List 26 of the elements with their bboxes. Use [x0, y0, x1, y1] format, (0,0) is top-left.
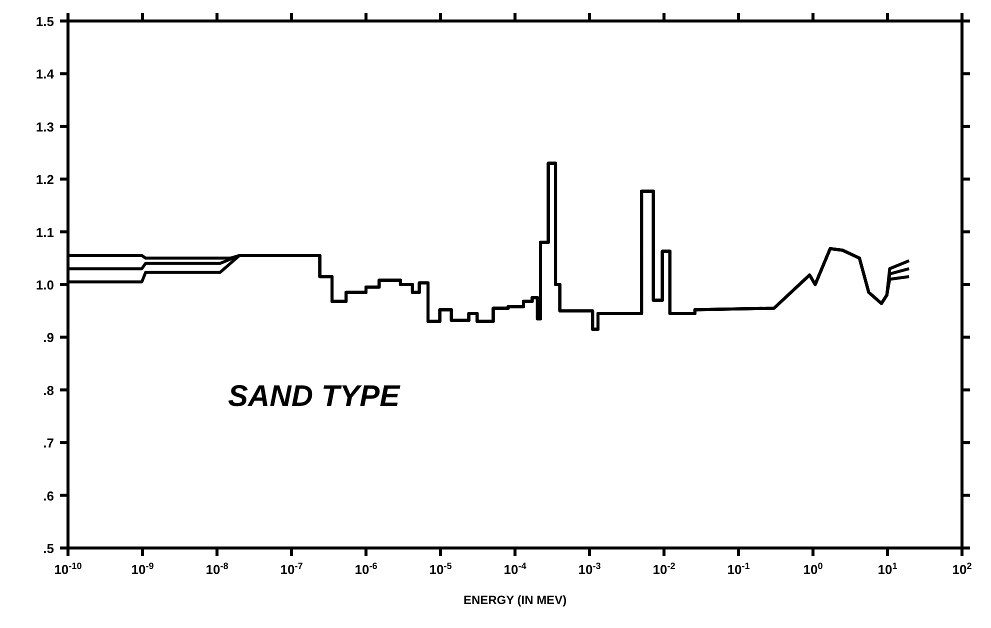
x-tick-label: 10$^{-9}$ — [131, 561, 154, 577]
x-tick-label: 10$^{-7}$ — [280, 561, 303, 577]
y-tick-label: 1.1 — [36, 224, 54, 240]
y-tick-label: .6 — [43, 488, 54, 504]
y-tick-label: 1.3 — [36, 119, 54, 134]
y-tick-label: .9 — [43, 330, 54, 346]
y-tick-label: .8 — [43, 382, 54, 398]
y-tick-label: 1.4 — [36, 66, 55, 82]
x-tick-label: 10$^{-5}$ — [429, 561, 452, 577]
y-tick-label: .5 — [43, 541, 54, 556]
x-tick-label: 10$^{-6}$ — [354, 561, 378, 577]
x-tick-label: 10$^{1}$ — [878, 561, 898, 577]
y-tick-label: 1.2 — [36, 172, 54, 188]
x-tick-label: 10$^{-3}$ — [578, 561, 601, 577]
x-tick-label: 10$^{-8}$ — [206, 561, 228, 577]
y-tick-label: .7 — [43, 436, 54, 451]
x-tick-label: 10$^{-2}$ — [652, 561, 676, 577]
y-tick-label: 1.5 — [36, 14, 54, 29]
x-tick-label: 10$^{2}$ — [952, 561, 972, 577]
x-axis-title: ENERGY (IN MEV) — [463, 593, 567, 607]
annotation: SAND TYPE — [228, 380, 400, 414]
x-tick-label: 10$^{-4}$ — [504, 561, 528, 577]
x-tick-label: 10$^{0}$ — [803, 561, 823, 577]
x-tick-label: 10$^{-1}$ — [727, 561, 750, 577]
y-tick-label: 1.0 — [36, 278, 54, 292]
x-tick-label: 10$^{-10}$ — [54, 561, 82, 577]
